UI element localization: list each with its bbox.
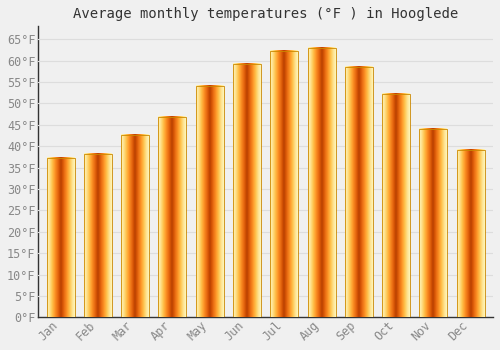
Bar bbox=[382, 94, 410, 317]
Title: Average monthly temperatures (°F ) in Hooglede: Average monthly temperatures (°F ) in Ho… bbox=[73, 7, 458, 21]
Bar bbox=[121, 135, 149, 317]
Bar bbox=[270, 51, 298, 317]
Bar bbox=[158, 117, 186, 317]
Bar bbox=[420, 128, 448, 317]
Bar bbox=[308, 48, 336, 317]
Bar bbox=[84, 154, 112, 317]
Bar bbox=[196, 86, 224, 317]
Bar bbox=[345, 66, 373, 317]
Bar bbox=[233, 64, 261, 317]
Bar bbox=[46, 158, 74, 317]
Bar bbox=[456, 149, 484, 317]
